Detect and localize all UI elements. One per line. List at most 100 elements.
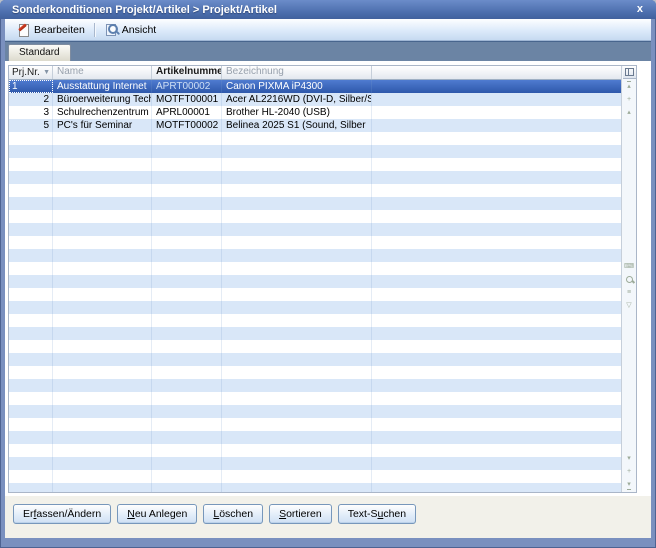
table-row[interactable]: 1 Ausstattung Internet APRT00002 Canon PIXM… xyxy=(9,80,621,93)
table-row-empty[interactable] xyxy=(9,223,621,236)
toolbar-separator xyxy=(93,22,96,37)
cell-prjnr xyxy=(9,132,53,145)
table-row-empty[interactable] xyxy=(9,184,621,197)
cell-artikelnummer: MOTFT00001 xyxy=(152,93,222,106)
cell-bezeichnung xyxy=(222,145,372,158)
table-row-empty[interactable] xyxy=(9,210,621,223)
cell-name: PC's für Seminar xyxy=(53,119,152,132)
window-title: Sonderkonditionen Projekt/Artikel > Proj… xyxy=(12,3,277,16)
cell-artikelnummer: MOTFT00002 xyxy=(152,119,222,132)
cell-name xyxy=(53,262,152,275)
cell-prjnr xyxy=(9,275,53,288)
cell-artikelnummer xyxy=(152,184,222,197)
table-row-empty[interactable] xyxy=(9,366,621,379)
step-down-icon[interactable]: ▾ xyxy=(627,455,631,462)
table-row-empty[interactable] xyxy=(9,158,621,171)
table-row-empty[interactable] xyxy=(9,314,621,327)
keyboard-icon[interactable]: ⌨ xyxy=(623,262,635,270)
table-row-empty[interactable] xyxy=(9,483,621,492)
cell-bezeichnung xyxy=(222,158,372,171)
cell-name xyxy=(53,236,152,249)
cell-bezeichnung xyxy=(222,249,372,262)
cell-prjnr: 2 xyxy=(9,93,53,106)
filter-icon[interactable]: ▽ xyxy=(626,301,632,309)
grid-body: 1 Ausstattung Internet APRT00002 Canon PIXM… xyxy=(9,80,621,492)
cell-prjnr xyxy=(9,327,53,340)
cell-name: Büroerweiterung Tech xyxy=(53,93,152,106)
step-up-icon[interactable]: ▴ xyxy=(627,109,631,116)
cell-artikelnummer xyxy=(152,444,222,457)
table-row-empty[interactable] xyxy=(9,262,621,275)
table-row-empty[interactable] xyxy=(9,470,621,483)
text-suchen-button[interactable]: Text-S u chen xyxy=(337,504,417,524)
tab-standard[interactable]: Standard xyxy=(8,44,71,61)
add-row-icon[interactable]: + xyxy=(626,468,632,475)
cell-name xyxy=(53,418,152,431)
erfassen-aendern-button[interactable]: Er f assen/Ändern xyxy=(13,504,112,524)
table-row-empty[interactable] xyxy=(9,327,621,340)
cell-prjnr xyxy=(9,223,53,236)
column-header-prjnr[interactable]: Prj.Nr. ▼ xyxy=(9,66,53,79)
cell-filler xyxy=(372,145,621,158)
table-row-empty[interactable] xyxy=(9,405,621,418)
list-icon[interactable]: ≡ xyxy=(626,288,632,296)
cell-artikelnummer xyxy=(152,301,222,314)
table-row-empty[interactable] xyxy=(9,392,621,405)
cell-artikelnummer xyxy=(152,366,222,379)
search-icon[interactable] xyxy=(625,275,633,283)
cell-filler xyxy=(372,340,621,353)
add-icon[interactable]: + xyxy=(626,96,632,103)
table-row-empty[interactable] xyxy=(9,145,621,158)
cell-filler xyxy=(372,184,621,197)
cell-filler xyxy=(372,314,621,327)
cell-artikelnummer xyxy=(152,431,222,444)
table-row-empty[interactable] xyxy=(9,301,621,314)
column-header-name[interactable]: Name xyxy=(53,66,152,79)
table-row-empty[interactable] xyxy=(9,249,621,262)
table-row-empty[interactable] xyxy=(9,132,621,145)
cell-filler xyxy=(372,171,621,184)
table-row-empty[interactable] xyxy=(9,444,621,457)
table-row-empty[interactable] xyxy=(9,353,621,366)
cell-bezeichnung xyxy=(222,236,372,249)
table-row-empty[interactable] xyxy=(9,197,621,210)
table-row-empty[interactable] xyxy=(9,379,621,392)
table-row-empty[interactable] xyxy=(9,457,621,470)
table-row-empty[interactable] xyxy=(9,431,621,444)
cell-name xyxy=(53,249,152,262)
scroll-top-icon[interactable]: ▴ xyxy=(627,81,631,90)
bearbeiten-button[interactable]: Bearbeiten xyxy=(11,21,91,38)
cell-bezeichnung xyxy=(222,353,372,366)
titlebar[interactable]: Sonderkonditionen Projekt/Artikel > Proj… xyxy=(0,0,656,19)
cell-name xyxy=(53,314,152,327)
cell-artikelnummer xyxy=(152,132,222,145)
close-icon[interactable]: x xyxy=(636,3,643,15)
cell-name xyxy=(53,379,152,392)
grid-side-rail: ▴ + ▴ ⌨ ≡ ▽ ▾ + ▾ xyxy=(621,66,636,492)
cell-artikelnummer xyxy=(152,171,222,184)
table-row-empty[interactable] xyxy=(9,236,621,249)
column-header-artikelnummer[interactable]: Artikelnummer xyxy=(152,66,222,79)
cell-bezeichnung xyxy=(222,457,372,470)
ansicht-button[interactable]: Ansicht xyxy=(99,21,162,38)
table-row-empty[interactable] xyxy=(9,418,621,431)
column-header-bezeichnung[interactable]: Bezeichnung xyxy=(222,66,372,79)
cell-name xyxy=(53,327,152,340)
table-row[interactable]: 2 Büroerweiterung Tech MOTFT00001 Acer AL22… xyxy=(9,93,621,106)
table-row-empty[interactable] xyxy=(9,288,621,301)
table-row-empty[interactable] xyxy=(9,340,621,353)
table-row-empty[interactable] xyxy=(9,275,621,288)
cell-name xyxy=(53,223,152,236)
cell-artikelnummer xyxy=(152,197,222,210)
table-row[interactable]: 3 Schulrechenzentrum APRL00001 Brother HL-2… xyxy=(9,106,621,119)
column-header-filler xyxy=(372,66,621,79)
scroll-bottom-icon[interactable]: ▾ xyxy=(627,481,631,490)
table-row[interactable]: 5 PC's für Seminar MOTFT00002 Belinea 2025 … xyxy=(9,119,621,132)
table-row-empty[interactable] xyxy=(9,171,621,184)
cell-bezeichnung xyxy=(222,223,372,236)
column-chooser-button[interactable] xyxy=(622,66,636,79)
